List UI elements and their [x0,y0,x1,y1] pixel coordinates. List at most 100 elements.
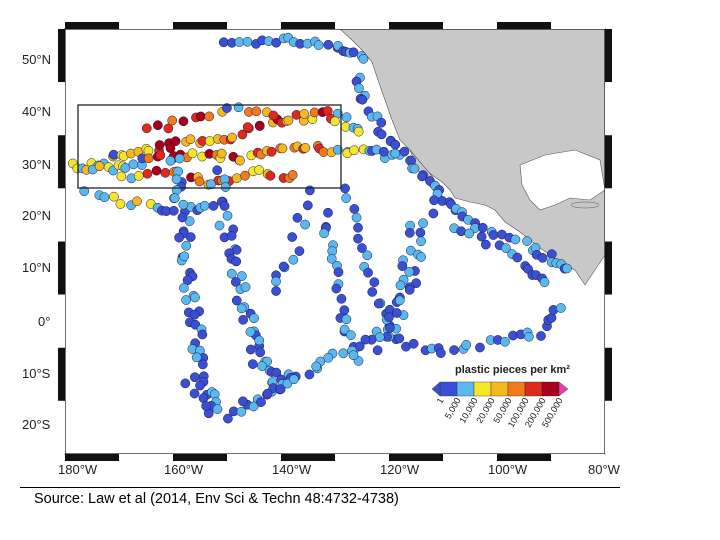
sample-point [275,384,286,395]
sample-point [341,314,352,325]
legend-swatch [541,381,560,397]
sample-point [234,37,245,47]
latitude-labels: 50°N 40°N 30°N 20°N 10°N 0° 10°S 20°S [22,52,51,432]
sample-point [128,159,139,170]
sample-point [231,295,242,306]
sample-point [336,293,347,304]
frame-segment [551,22,605,29]
sample-point [500,336,510,347]
frame-segment [605,188,612,242]
sample-point [299,109,310,119]
sample-point [397,261,408,271]
sample-point [116,171,127,182]
sample-point [363,267,373,278]
sample-point [115,199,126,209]
legend-colorbar [431,381,569,397]
sample-point [378,146,389,157]
sample-point [249,313,259,324]
sample-point [247,359,258,369]
sample-point [271,367,282,378]
sample-point [256,397,266,407]
sample-point [357,94,368,105]
sample-point [143,153,154,164]
sample-point [223,413,233,424]
sample-point [206,179,216,190]
lon-label: 120°W [380,462,420,477]
sample-point [287,232,298,242]
sample-point [236,406,247,417]
sample-point [353,233,363,244]
sample-point [404,228,415,238]
sample-point [109,191,119,202]
longitude-labels: 180°W 160°W 140°W 120°W 100°W 80°W [58,462,621,477]
sample-point [254,165,264,175]
sample-point [536,331,546,341]
lat-label: 20°S [22,417,51,432]
sample-point [300,143,311,153]
frame-segment [173,454,227,461]
sample-point [415,227,426,238]
sample-point [311,361,322,372]
sample-point [155,150,166,161]
sample-point [222,210,233,221]
sample-point [199,200,210,211]
sample-point [237,271,247,281]
lon-label: 100°W [488,462,528,477]
frame-segment [65,454,119,461]
sample-point [480,239,491,250]
frame-segment [173,22,227,29]
sample-point [212,404,223,414]
sample-point [187,148,198,159]
sample-point [287,170,298,180]
sample-point [240,282,251,292]
frame-segment [58,347,65,401]
sample-point [195,380,205,391]
frame-segment [551,454,605,461]
sample-point [268,110,279,121]
frame-segment [605,29,612,83]
cuba-island [570,201,600,209]
frame-segment [605,82,612,136]
sample-point [409,163,420,174]
sample-point [189,309,200,320]
sample-point [178,199,189,210]
sample-point [339,305,350,316]
sample-point [245,327,256,337]
legend-swatch [524,381,543,397]
sample-point [300,219,310,230]
sample-point [456,226,467,237]
sample-point [416,236,426,247]
sample-point [262,388,273,399]
legend-title: plastic pieces per km² [455,364,570,376]
sample-point [191,352,202,363]
sample-point [428,208,439,219]
sample-point [512,252,523,263]
frame-segment [58,400,65,454]
sample-point [265,170,276,181]
frame-segment [389,454,443,461]
lon-label: 80°W [588,462,621,477]
sample-point [562,263,572,274]
frame-segment [281,22,335,29]
sample-point [372,345,383,356]
frame-segment [335,454,389,461]
sample-point [522,236,532,246]
sample-point [331,283,342,294]
sample-point [408,338,419,349]
sample-point [226,231,237,241]
sample-point [132,196,142,207]
sample-point [476,231,487,242]
frame-segment [65,22,119,29]
sample-point [151,165,162,176]
sample-point [340,183,350,194]
legend-tick-label: 1 [435,396,446,405]
sample-point [357,243,367,253]
sample-point [195,111,206,122]
sample-point [394,333,405,344]
sample-point [94,161,105,171]
sample-point [417,171,427,182]
sample-point [181,295,191,305]
sample-point [248,401,259,412]
sample-point [416,252,427,262]
frame-segment [58,82,65,136]
